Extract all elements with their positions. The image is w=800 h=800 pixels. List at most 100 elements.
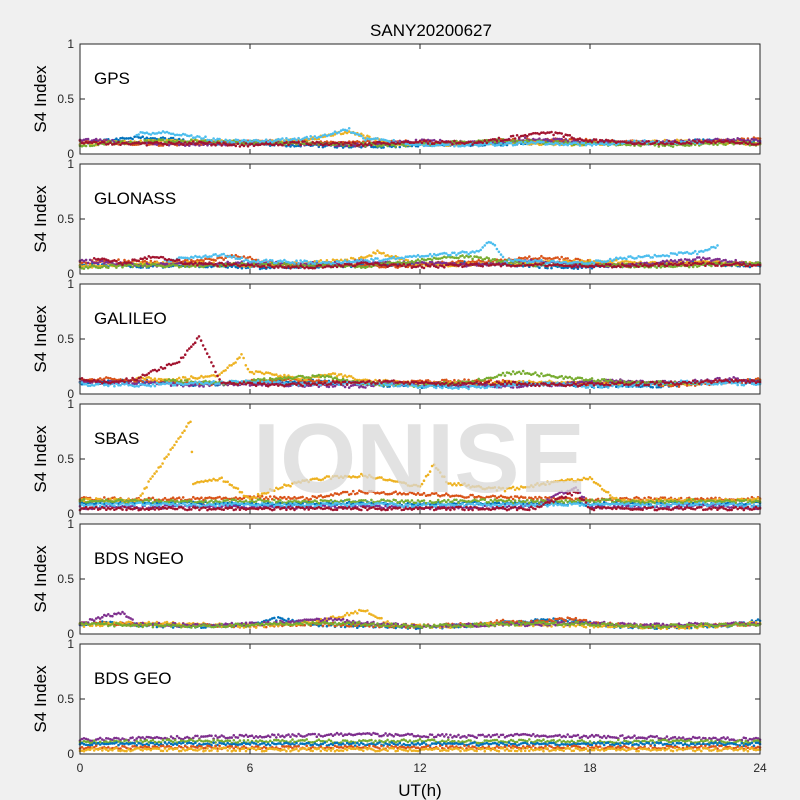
data-point <box>92 144 96 147</box>
data-point <box>347 127 351 130</box>
data-point <box>360 132 363 136</box>
y-axis-label: S4 Index <box>31 65 50 133</box>
data-point <box>651 256 654 259</box>
data-point <box>451 142 454 146</box>
data-point <box>661 262 665 266</box>
data-point <box>88 258 92 262</box>
data-point <box>552 133 555 137</box>
data-point <box>222 252 225 256</box>
data-point <box>469 144 472 148</box>
data-point <box>341 143 345 146</box>
data-point <box>161 138 165 142</box>
data-point <box>523 140 527 144</box>
data-point <box>183 265 187 268</box>
data-point <box>483 244 487 247</box>
data-point <box>220 144 223 147</box>
data-point <box>368 260 371 264</box>
data-point <box>121 263 124 266</box>
data-point <box>208 140 211 144</box>
y-axis-label: S4 Index <box>31 185 50 253</box>
data-point <box>714 246 717 250</box>
data-point <box>254 260 258 264</box>
data-point <box>188 257 191 260</box>
data-point <box>252 265 256 268</box>
data-point <box>497 250 501 254</box>
data-point <box>643 142 646 145</box>
data-point <box>345 129 349 132</box>
data-point <box>372 145 375 149</box>
data-point <box>540 258 543 262</box>
data-point <box>183 144 187 147</box>
data-point <box>360 134 363 138</box>
data-point <box>453 144 456 148</box>
data-point <box>511 139 515 142</box>
data-point <box>693 249 697 253</box>
data-point <box>80 139 84 142</box>
data-point <box>608 263 612 267</box>
figure-title: SANY20200627 <box>370 21 492 40</box>
data-point <box>103 141 106 144</box>
data-point <box>489 141 493 145</box>
data-point <box>143 263 147 266</box>
data-point <box>499 253 503 256</box>
data-point <box>487 257 491 260</box>
data-point <box>497 263 501 266</box>
data-point <box>708 247 711 251</box>
data-point <box>194 138 197 142</box>
data-point <box>578 263 582 266</box>
data-point <box>519 264 523 267</box>
data-point <box>224 264 227 268</box>
data-point <box>430 263 434 266</box>
data-point <box>345 144 349 148</box>
data-point <box>240 266 244 270</box>
data-point <box>155 143 159 146</box>
data-point <box>165 138 169 142</box>
data-point <box>528 255 531 258</box>
data-point <box>212 137 215 140</box>
data-point <box>696 252 699 256</box>
data-point <box>264 266 268 269</box>
data-point <box>317 137 321 141</box>
data-point <box>266 260 270 264</box>
data-point <box>349 146 353 149</box>
data-point <box>526 134 529 138</box>
data-point <box>341 261 345 264</box>
data-point <box>339 141 343 144</box>
data-point <box>177 137 181 141</box>
data-point <box>190 142 193 146</box>
data-point <box>523 136 527 140</box>
data-point <box>560 132 563 135</box>
data-point <box>552 139 555 142</box>
data-point <box>353 142 357 145</box>
data-point <box>285 144 288 148</box>
data-point <box>341 146 345 149</box>
data-point <box>463 264 466 268</box>
data-point <box>349 141 353 144</box>
data-point <box>111 138 114 142</box>
data-point <box>497 259 501 262</box>
data-point <box>289 145 292 148</box>
data-point <box>161 136 165 139</box>
data-point <box>264 258 268 262</box>
data-point <box>677 139 681 143</box>
data-point <box>325 259 329 262</box>
data-point <box>519 141 523 144</box>
data-point <box>353 264 357 268</box>
data-point <box>485 141 489 145</box>
data-point <box>137 259 140 263</box>
data-point <box>491 140 495 144</box>
data-point <box>420 141 424 145</box>
data-point <box>606 259 610 263</box>
data-point <box>471 257 474 261</box>
data-point <box>305 135 309 139</box>
data-point <box>637 265 640 269</box>
data-point <box>299 143 302 146</box>
data-point <box>86 261 90 265</box>
data-point <box>501 255 505 259</box>
data-point <box>305 137 309 141</box>
data-point <box>449 140 452 144</box>
data-point <box>708 257 711 260</box>
data-point <box>538 266 541 270</box>
